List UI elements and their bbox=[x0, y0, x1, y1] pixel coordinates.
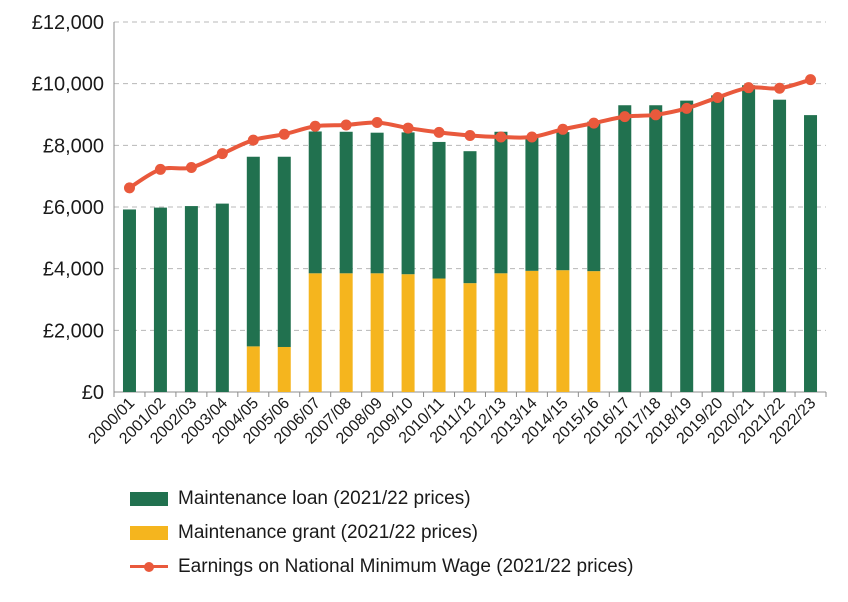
bar-loan bbox=[711, 95, 725, 392]
bar-loan bbox=[370, 132, 384, 274]
bar-loan bbox=[246, 156, 260, 347]
legend-label-loan: Maintenance loan (2021/22 prices) bbox=[178, 488, 471, 509]
earnings-point bbox=[650, 109, 662, 121]
bar-loan bbox=[494, 131, 508, 274]
earnings-point bbox=[557, 123, 569, 135]
legend-label-grant: Maintenance grant (2021/22 prices) bbox=[178, 522, 478, 543]
legend: Maintenance loan (2021/22 prices) Mainte… bbox=[130, 482, 634, 584]
earnings-point bbox=[495, 131, 507, 143]
bar-loan bbox=[773, 99, 787, 392]
bar-grant bbox=[339, 273, 353, 392]
earnings-point bbox=[123, 182, 135, 194]
bar-loan bbox=[525, 135, 539, 271]
bar-grant bbox=[401, 274, 415, 392]
bar-grant bbox=[432, 278, 446, 392]
bar-grant bbox=[277, 346, 291, 392]
earnings-point bbox=[402, 122, 414, 134]
earnings-point bbox=[774, 82, 786, 94]
legend-swatch-loan bbox=[130, 492, 168, 506]
bar-loan bbox=[339, 131, 353, 274]
y-tick-label: £2,000 bbox=[43, 320, 104, 342]
y-tick-label: £6,000 bbox=[43, 197, 104, 219]
earnings-point bbox=[185, 162, 197, 174]
bar-loan bbox=[618, 105, 632, 392]
earnings-point bbox=[588, 117, 600, 129]
bar-grant bbox=[494, 273, 508, 392]
bar-loan bbox=[649, 105, 663, 392]
chart: £0 £2,000 £4,000 £6,000 £8,000 £10,000 £12,000… bbox=[32, 12, 827, 448]
bar-loan bbox=[804, 115, 818, 392]
earnings-point bbox=[247, 134, 259, 146]
earnings-point bbox=[340, 119, 352, 131]
bar-loan bbox=[215, 203, 229, 392]
y-tick-label: £4,000 bbox=[43, 259, 104, 281]
y-tick-label: £12,000 bbox=[32, 12, 104, 34]
bar-loan bbox=[680, 100, 694, 392]
earnings-point bbox=[154, 163, 166, 175]
bar-loan bbox=[401, 132, 415, 275]
earnings-point bbox=[216, 148, 228, 160]
bar-loan bbox=[184, 206, 198, 392]
bar-loan bbox=[122, 209, 136, 392]
bar-grant bbox=[556, 270, 570, 392]
legend-swatch-grant bbox=[130, 526, 168, 540]
earnings-point bbox=[309, 120, 321, 132]
y-tick-label: £10,000 bbox=[32, 74, 104, 96]
earnings-point bbox=[681, 102, 693, 114]
bar-loan bbox=[556, 132, 570, 271]
bar-grant bbox=[370, 273, 384, 392]
legend-item-grant: Maintenance grant (2021/22 prices) bbox=[130, 516, 634, 550]
y-tick-label: £8,000 bbox=[43, 135, 104, 157]
earnings-point bbox=[743, 82, 755, 94]
bar-grant bbox=[308, 273, 322, 392]
bar-grant bbox=[587, 271, 601, 392]
legend-swatch-earnings bbox=[130, 560, 168, 574]
bar-loan bbox=[463, 151, 477, 284]
y-tick-label: £0 bbox=[82, 382, 104, 404]
earnings-point bbox=[712, 92, 724, 104]
legend-label-earnings: Earnings on National Minimum Wage (2021/… bbox=[178, 556, 634, 577]
earnings-point bbox=[526, 131, 538, 143]
bar-grant bbox=[463, 283, 477, 392]
bar-loan bbox=[587, 121, 601, 272]
bar-loan bbox=[308, 131, 322, 274]
earnings-point bbox=[278, 128, 290, 140]
earnings-point bbox=[619, 111, 631, 123]
bar-loan bbox=[742, 85, 756, 392]
earnings-point bbox=[464, 129, 476, 141]
bar-loan bbox=[277, 156, 291, 347]
earnings-point bbox=[805, 74, 817, 86]
legend-item-earnings: Earnings on National Minimum Wage (2021/… bbox=[130, 550, 634, 584]
bar-grant bbox=[246, 346, 260, 392]
bar-grant bbox=[525, 270, 539, 392]
legend-item-loan: Maintenance loan (2021/22 prices) bbox=[130, 482, 634, 516]
bar-loan bbox=[153, 207, 167, 392]
bar-loan bbox=[432, 141, 446, 279]
earnings-point bbox=[433, 126, 445, 138]
earnings-point bbox=[371, 117, 383, 129]
